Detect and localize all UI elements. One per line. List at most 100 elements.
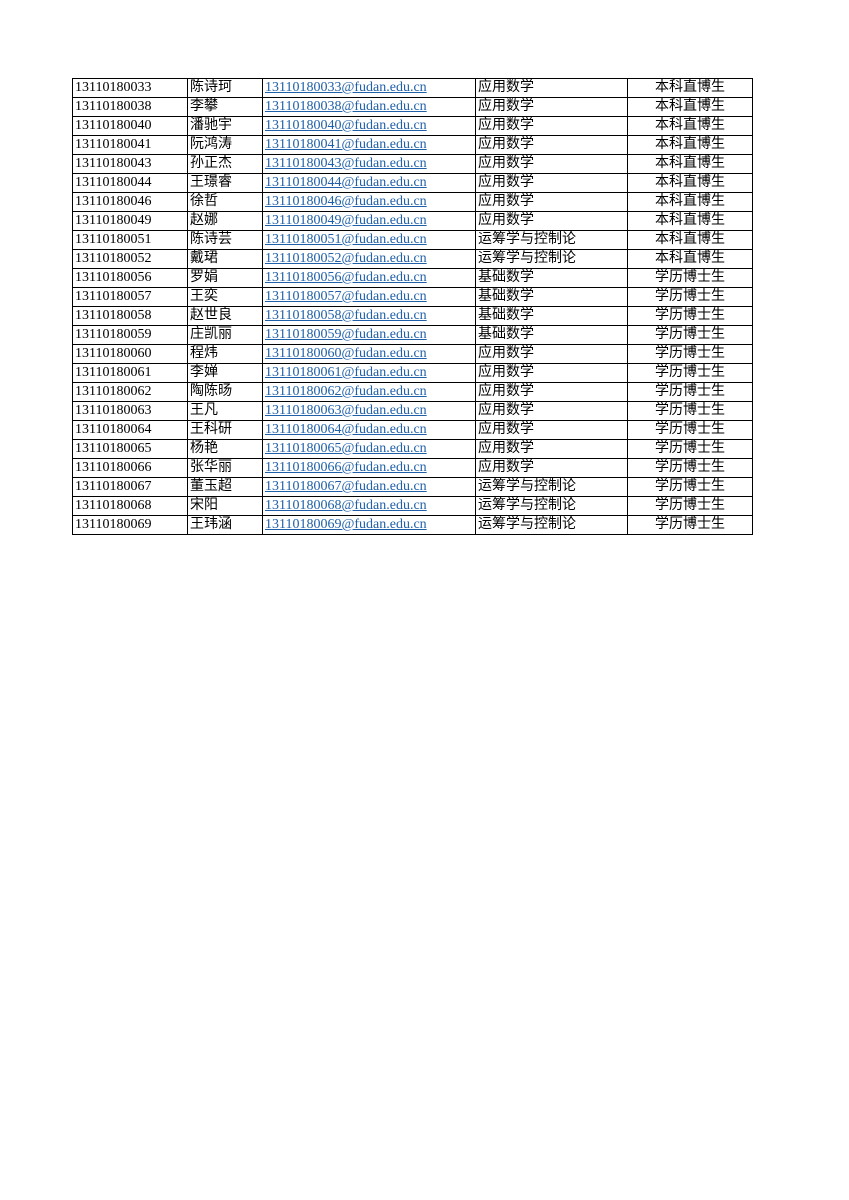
email-cell: 13110180068@fudan.edu.cn — [262, 496, 476, 516]
major-cell: 应用数学 — [475, 97, 628, 117]
student-id-cell: 13110180041 — [72, 135, 188, 155]
email-link[interactable]: 13110180056@fudan.edu.cn — [265, 270, 427, 285]
email-link[interactable]: 13110180052@fudan.edu.cn — [265, 251, 427, 266]
email-cell: 13110180063@fudan.edu.cn — [262, 401, 476, 421]
student-name-cell: 罗娟 — [187, 268, 263, 288]
email-link[interactable]: 13110180046@fudan.edu.cn — [265, 194, 427, 209]
email-link[interactable]: 13110180066@fudan.edu.cn — [265, 460, 427, 475]
student-id-cell: 13110180051 — [72, 230, 188, 250]
major-cell: 应用数学 — [475, 173, 628, 193]
major-cell: 应用数学 — [475, 154, 628, 174]
table-row: 13110180059 庄凯丽 13110180059@fudan.edu.cn 基础… — [72, 325, 753, 345]
student-type-cell: 学历博士生 — [627, 496, 753, 516]
student-type-cell: 本科直博生 — [627, 173, 753, 193]
major-cell: 应用数学 — [475, 211, 628, 231]
student-id-cell: 13110180060 — [72, 344, 188, 364]
student-table: 13110180033 陈诗珂 13110180033@fudan.edu.cn 应用… — [72, 78, 753, 535]
email-cell: 13110180046@fudan.edu.cn — [262, 192, 476, 212]
email-cell: 13110180060@fudan.edu.cn — [262, 344, 476, 364]
table-row: 13110180066 张华丽 13110180066@fudan.edu.cn 应用… — [72, 458, 753, 478]
table-row: 13110180058 赵世良 13110180058@fudan.edu.cn 基础… — [72, 306, 753, 326]
email-link[interactable]: 13110180069@fudan.edu.cn — [265, 517, 427, 532]
student-name-cell: 孙正杰 — [187, 154, 263, 174]
email-link[interactable]: 13110180038@fudan.edu.cn — [265, 99, 427, 114]
major-cell: 应用数学 — [475, 420, 628, 440]
major-cell: 应用数学 — [475, 458, 628, 478]
student-type-cell: 本科直博生 — [627, 249, 753, 269]
student-name-cell: 王玮涵 — [187, 515, 263, 535]
student-name-cell: 陶陈旸 — [187, 382, 263, 402]
table-row: 13110180033 陈诗珂 13110180033@fudan.edu.cn 应用… — [72, 78, 753, 98]
student-name-cell: 李婵 — [187, 363, 263, 383]
student-name-cell: 王科研 — [187, 420, 263, 440]
email-link[interactable]: 13110180044@fudan.edu.cn — [265, 175, 427, 190]
email-link[interactable]: 13110180061@fudan.edu.cn — [265, 365, 427, 380]
email-link[interactable]: 13110180040@fudan.edu.cn — [265, 118, 427, 133]
student-id-cell: 13110180062 — [72, 382, 188, 402]
student-name-cell: 庄凯丽 — [187, 325, 263, 345]
email-cell: 13110180043@fudan.edu.cn — [262, 154, 476, 174]
major-cell: 应用数学 — [475, 439, 628, 459]
email-link[interactable]: 13110180064@fudan.edu.cn — [265, 422, 427, 437]
table-row: 13110180038 李攀 13110180038@fudan.edu.cn 应用数… — [72, 97, 753, 117]
student-name-cell: 阮鸿涛 — [187, 135, 263, 155]
major-cell: 运筹学与控制论 — [475, 477, 628, 497]
student-type-cell: 学历博士生 — [627, 344, 753, 364]
table-row: 13110180065 杨艳 13110180065@fudan.edu.cn 应用数… — [72, 439, 753, 459]
student-type-cell: 学历博士生 — [627, 306, 753, 326]
email-link[interactable]: 13110180057@fudan.edu.cn — [265, 289, 427, 304]
email-link[interactable]: 13110180041@fudan.edu.cn — [265, 137, 427, 152]
table-row: 13110180043 孙正杰 13110180043@fudan.edu.cn 应用… — [72, 154, 753, 174]
email-cell: 13110180066@fudan.edu.cn — [262, 458, 476, 478]
major-cell: 应用数学 — [475, 401, 628, 421]
email-link[interactable]: 13110180063@fudan.edu.cn — [265, 403, 427, 418]
student-id-cell: 13110180067 — [72, 477, 188, 497]
student-name-cell: 王凡 — [187, 401, 263, 421]
table-row: 13110180041 阮鸿涛 13110180041@fudan.edu.cn 应用… — [72, 135, 753, 155]
student-type-cell: 学历博士生 — [627, 420, 753, 440]
email-cell: 13110180056@fudan.edu.cn — [262, 268, 476, 288]
email-cell: 13110180061@fudan.edu.cn — [262, 363, 476, 383]
email-link[interactable]: 13110180060@fudan.edu.cn — [265, 346, 427, 361]
email-cell: 13110180040@fudan.edu.cn — [262, 116, 476, 136]
email-link[interactable]: 13110180062@fudan.edu.cn — [265, 384, 427, 399]
student-name-cell: 徐哲 — [187, 192, 263, 212]
student-name-cell: 李攀 — [187, 97, 263, 117]
email-cell: 13110180067@fudan.edu.cn — [262, 477, 476, 497]
email-link[interactable]: 13110180068@fudan.edu.cn — [265, 498, 427, 513]
student-type-cell: 本科直博生 — [627, 230, 753, 250]
student-id-cell: 13110180038 — [72, 97, 188, 117]
student-name-cell: 董玉超 — [187, 477, 263, 497]
email-link[interactable]: 13110180058@fudan.edu.cn — [265, 308, 427, 323]
student-id-cell: 13110180057 — [72, 287, 188, 307]
email-link[interactable]: 13110180067@fudan.edu.cn — [265, 479, 427, 494]
major-cell: 应用数学 — [475, 78, 628, 98]
student-name-cell: 王璟睿 — [187, 173, 263, 193]
major-cell: 应用数学 — [475, 192, 628, 212]
table-row: 13110180060 程炜 13110180060@fudan.edu.cn 应用数… — [72, 344, 753, 364]
email-link[interactable]: 13110180059@fudan.edu.cn — [265, 327, 427, 342]
email-cell: 13110180069@fudan.edu.cn — [262, 515, 476, 535]
major-cell: 运筹学与控制论 — [475, 230, 628, 250]
email-cell: 13110180064@fudan.edu.cn — [262, 420, 476, 440]
student-type-cell: 学历博士生 — [627, 363, 753, 383]
student-id-cell: 13110180049 — [72, 211, 188, 231]
major-cell: 运筹学与控制论 — [475, 515, 628, 535]
email-link[interactable]: 13110180049@fudan.edu.cn — [265, 213, 427, 228]
major-cell: 基础数学 — [475, 325, 628, 345]
major-cell: 基础数学 — [475, 287, 628, 307]
major-cell: 基础数学 — [475, 268, 628, 288]
student-id-cell: 13110180046 — [72, 192, 188, 212]
email-cell: 13110180049@fudan.edu.cn — [262, 211, 476, 231]
email-link[interactable]: 13110180043@fudan.edu.cn — [265, 156, 427, 171]
email-link[interactable]: 13110180051@fudan.edu.cn — [265, 232, 427, 247]
major-cell: 应用数学 — [475, 382, 628, 402]
student-type-cell: 学历博士生 — [627, 458, 753, 478]
email-link[interactable]: 13110180065@fudan.edu.cn — [265, 441, 427, 456]
student-id-cell: 13110180069 — [72, 515, 188, 535]
student-name-cell: 赵世良 — [187, 306, 263, 326]
email-link[interactable]: 13110180033@fudan.edu.cn — [265, 80, 427, 95]
table-row: 13110180061 李婵 13110180061@fudan.edu.cn 应用数… — [72, 363, 753, 383]
table-row: 13110180067 董玉超 13110180067@fudan.edu.cn 运筹… — [72, 477, 753, 497]
student-type-cell: 学历博士生 — [627, 439, 753, 459]
